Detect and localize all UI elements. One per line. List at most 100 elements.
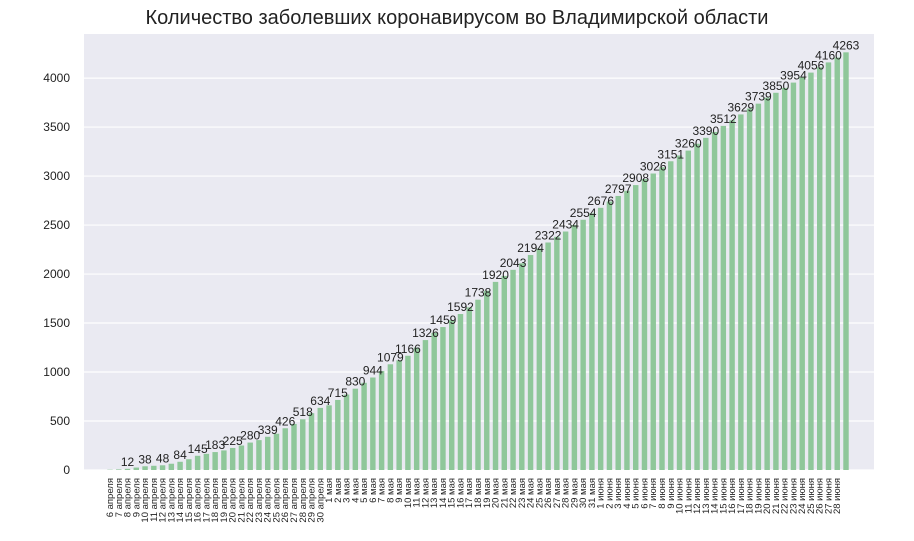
x-tick-label: 27 мая xyxy=(552,478,563,508)
x-tick-label: 18 апреля xyxy=(210,478,221,523)
x-tick-label: 13 апреля xyxy=(166,478,177,523)
bar xyxy=(632,185,639,470)
y-tick-label: 4000 xyxy=(43,71,70,85)
data-label: 1920 xyxy=(482,268,509,282)
bar xyxy=(843,52,849,470)
bar xyxy=(606,201,613,471)
data-label: 2797 xyxy=(605,182,632,196)
bar xyxy=(519,263,525,470)
bar xyxy=(440,327,446,470)
x-tick-label: 9 апреля xyxy=(131,478,142,517)
x-tick-label: 28 мая xyxy=(561,478,572,508)
x-tick-label: 27 июня xyxy=(823,478,834,514)
bar xyxy=(597,207,604,470)
x-tick-label: 21 мая xyxy=(499,478,510,508)
x-tick-label: 4 июня xyxy=(622,478,633,509)
x-tick-label: 5 мая xyxy=(359,478,370,503)
x-tick-label: 17 апреля xyxy=(201,478,212,523)
bar xyxy=(624,190,630,470)
x-tick-label: 15 июня xyxy=(718,478,729,514)
bar xyxy=(650,173,656,470)
x-tick-label: 6 апреля xyxy=(105,478,116,517)
bar xyxy=(151,465,157,470)
x-tick-label: 11 июня xyxy=(683,478,694,513)
bar xyxy=(711,131,718,470)
data-label: 2043 xyxy=(500,256,527,270)
x-tick-label: 6 мая xyxy=(368,478,379,503)
bar xyxy=(475,299,481,470)
data-label: 225 xyxy=(223,434,243,448)
data-label: 634 xyxy=(310,394,330,408)
bar xyxy=(746,108,753,470)
x-tick-label: 31 мая xyxy=(587,478,598,508)
bar xyxy=(668,161,674,470)
x-tick-label: 9 июня xyxy=(666,478,677,509)
x-tick-label: 10 мая xyxy=(403,478,414,508)
bars xyxy=(107,52,849,471)
x-tick-label: 7 апреля xyxy=(114,478,125,517)
x-tick-label: 11 мая xyxy=(412,478,423,507)
bar xyxy=(396,360,402,470)
x-tick-label: 8 апреля xyxy=(123,478,134,517)
x-tick-label: 29 мая xyxy=(569,478,580,508)
bar xyxy=(571,225,578,470)
x-tick-label: 21 июня xyxy=(771,478,782,514)
x-tick-label: 2 мая xyxy=(333,478,344,503)
bar xyxy=(308,413,315,470)
x-tick-label: 24 апреля xyxy=(263,478,274,523)
bar xyxy=(370,377,376,470)
data-label: 2908 xyxy=(622,171,649,185)
data-label: 12 xyxy=(121,455,135,469)
bar xyxy=(825,62,832,470)
bar xyxy=(527,255,534,470)
data-label: 830 xyxy=(345,375,365,389)
bar xyxy=(816,67,823,470)
data-label: 3850 xyxy=(763,79,790,93)
x-tick-label: 2 июня xyxy=(604,478,615,509)
data-label: 339 xyxy=(258,423,278,437)
x-tick-label: 11 апреля xyxy=(149,478,160,522)
x-tick-label: 22 апреля xyxy=(245,478,256,523)
x-tick-label: 10 апреля xyxy=(140,478,151,523)
y-tick-label: 2500 xyxy=(43,218,70,232)
x-tick-label: 25 апреля xyxy=(271,478,282,523)
x-tick-label: 8 мая xyxy=(385,478,396,503)
x-tick-label: 4 мая xyxy=(350,478,361,503)
bar xyxy=(484,290,490,470)
bar xyxy=(116,469,122,470)
data-label: 1459 xyxy=(430,313,457,327)
data-label: 2322 xyxy=(535,228,562,242)
x-tick-label: 3 мая xyxy=(342,478,353,503)
x-tick-label: 8 июня xyxy=(657,478,668,509)
bar xyxy=(335,399,341,470)
bar xyxy=(536,248,543,470)
x-tick-label: 14 апреля xyxy=(175,478,186,523)
y-axis-ticks: 0 500 1000 1500 2000 2500 3000 3500 4000 xyxy=(43,71,70,477)
bar xyxy=(273,433,280,470)
x-tick-label: 12 апреля xyxy=(158,478,169,523)
x-tick-label: 7 июня xyxy=(648,478,659,509)
bar xyxy=(790,82,797,470)
bar xyxy=(405,355,411,470)
x-tick-label: 24 июня xyxy=(797,478,808,514)
bar xyxy=(159,465,166,470)
x-tick-label: 16 апреля xyxy=(193,478,204,523)
x-tick-label: 14 мая xyxy=(438,478,449,508)
x-tick-label: 18 мая xyxy=(473,478,484,508)
bar xyxy=(676,155,683,471)
data-label: 3390 xyxy=(692,124,719,138)
bar xyxy=(799,77,805,471)
bar xyxy=(685,150,692,470)
bar xyxy=(221,450,227,470)
bar xyxy=(510,269,516,470)
x-tick-label: 23 мая xyxy=(517,478,528,508)
bar xyxy=(413,347,420,470)
data-label: 2554 xyxy=(570,206,597,220)
x-tick-label: 30 апреля xyxy=(315,478,326,523)
bar xyxy=(501,276,508,470)
bar xyxy=(764,97,770,470)
x-tick-label: 17 мая xyxy=(464,478,475,508)
bar xyxy=(834,57,840,470)
